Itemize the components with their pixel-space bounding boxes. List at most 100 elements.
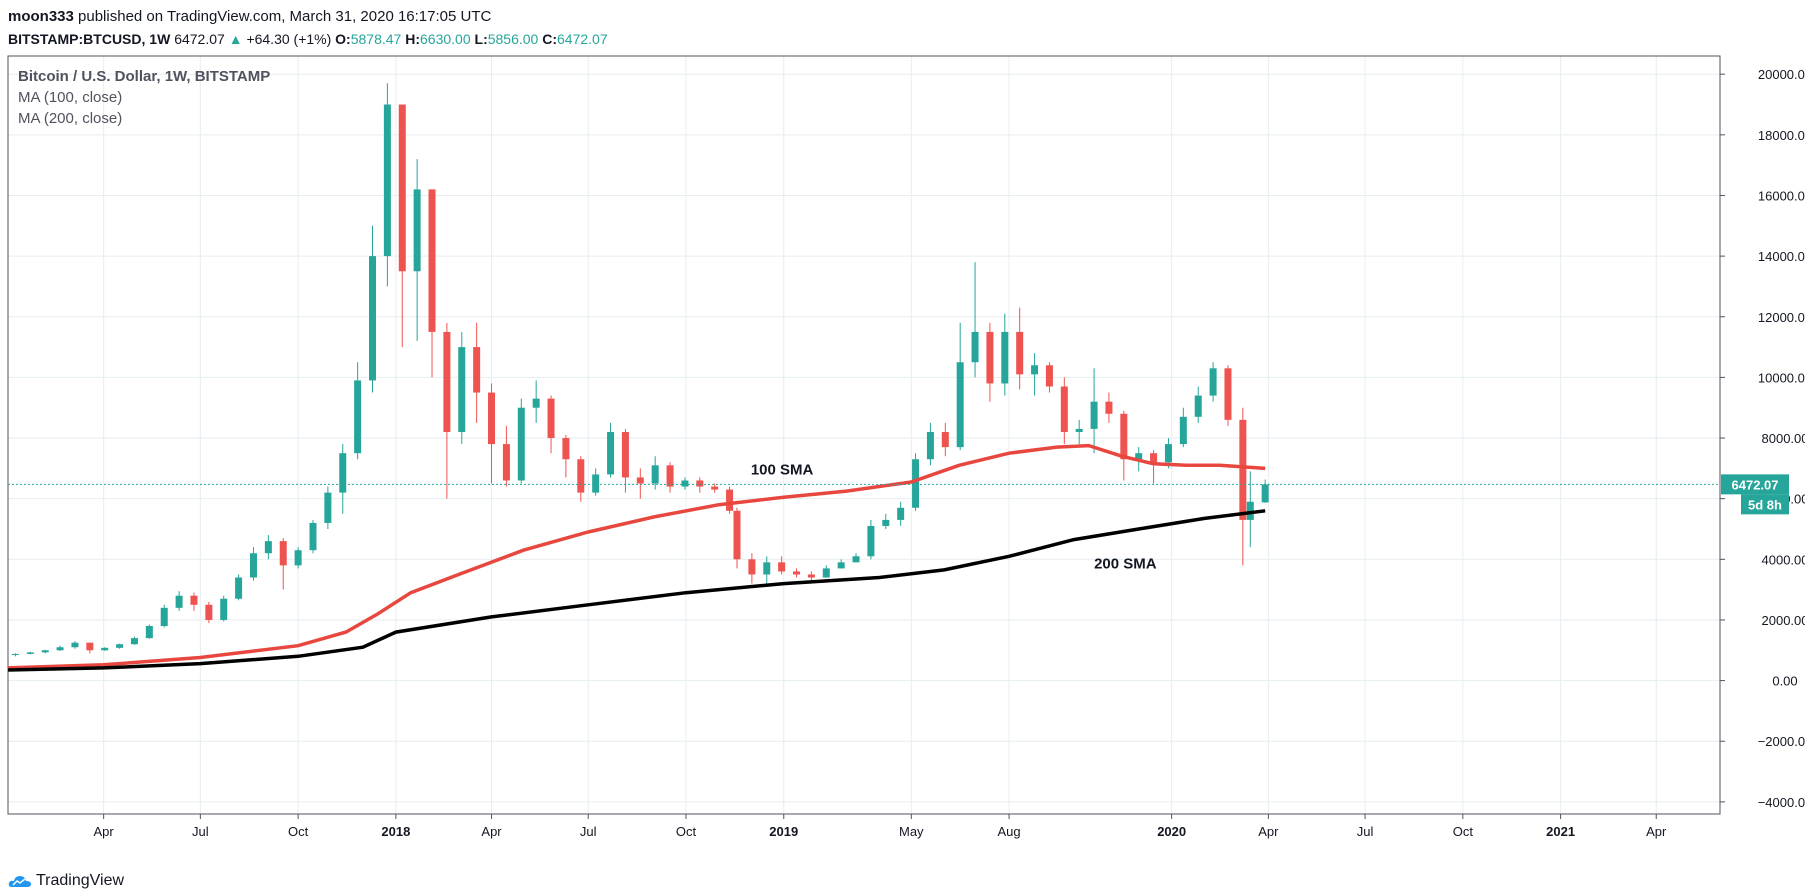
x-tick-label: Oct	[288, 824, 309, 839]
candle-down	[621, 431, 629, 478]
candle-down	[748, 559, 756, 575]
x-tick-label: Jul	[192, 824, 209, 839]
candle-down	[205, 604, 213, 620]
candle-up	[294, 550, 302, 566]
y-tick-label: 10000.00	[1758, 370, 1805, 385]
candle-down	[502, 444, 510, 481]
y-tick-label: −2000.00	[1758, 734, 1805, 749]
last-price: 6472.07	[174, 31, 225, 47]
candle-down	[726, 489, 734, 511]
candle-down	[443, 331, 451, 432]
candle-up	[1209, 368, 1217, 396]
y-tick-label: 4000.00	[1762, 552, 1805, 567]
candle-up	[592, 474, 600, 493]
y-axis: 20000.00 18000.00 16000.00 14000.00 12000.00…	[1720, 67, 1805, 810]
x-tick-label: Oct	[676, 824, 697, 839]
high-value: 6630.00	[420, 31, 471, 47]
candle-up	[681, 480, 689, 487]
open-value: 5878.47	[350, 31, 402, 47]
candle-up	[309, 522, 317, 551]
legend-title: Bitcoin / U.S. Dollar, 1W, BITSTAMP	[18, 68, 270, 85]
candle-up	[413, 189, 421, 272]
countdown-label: 5d 8h	[1748, 497, 1782, 512]
price-tag-label: 6472.07	[1732, 477, 1779, 492]
candle-down	[488, 392, 496, 445]
tradingview-logo[interactable]: TradingView	[8, 872, 124, 890]
candle-down	[547, 398, 555, 439]
candle-up	[145, 626, 153, 639]
x-tick-label: Aug	[997, 824, 1020, 839]
y-tick-label: 8000.00	[1762, 431, 1805, 446]
candle-up	[607, 431, 615, 475]
candle-down	[793, 571, 801, 575]
candle-down	[1224, 368, 1232, 420]
candle-down	[1239, 419, 1247, 520]
x-tick-label: Apr	[94, 824, 115, 839]
candles-layer	[11, 83, 1269, 657]
candle-down	[636, 477, 644, 484]
candle-up	[971, 331, 979, 363]
candle-up	[220, 598, 228, 620]
candle-up	[26, 652, 34, 654]
x-tick-label: 2018	[381, 824, 410, 839]
low-value: 5856.00	[487, 31, 539, 47]
y-tick-label: 2000.00	[1762, 613, 1805, 628]
candle-down	[279, 541, 287, 566]
candle-up	[41, 650, 49, 653]
candle-down	[190, 595, 198, 605]
candle-up	[1075, 428, 1083, 432]
y-tick-label: −4000.00	[1758, 795, 1805, 810]
x-tick-label: 2020	[1157, 824, 1186, 839]
candle-down	[941, 431, 949, 448]
candle-up	[116, 644, 124, 648]
candle-down	[696, 480, 704, 487]
low-label: L:	[474, 31, 488, 47]
annotation-label: 200 SMA	[1094, 555, 1157, 572]
x-tick-label: 2021	[1546, 824, 1575, 839]
candle-up	[882, 519, 890, 526]
publish-line: moon333 published on TradingView.com, Ma…	[8, 6, 608, 28]
candle-up	[517, 407, 525, 481]
candle-down	[666, 465, 674, 487]
close-value: 6472.07	[557, 31, 608, 47]
candle-up	[1001, 331, 1009, 384]
candle-up	[1031, 365, 1039, 375]
symbol-ohlc-line: BITSTAMP:BTCUSD, 1W 6472.07 ▲ +64.30 (+1…	[8, 28, 608, 50]
candle-down	[711, 486, 719, 490]
x-tick-label: Apr	[1646, 824, 1667, 839]
candle-up	[249, 553, 257, 578]
x-tick-label: Jul	[580, 824, 597, 839]
x-tick-label: Jul	[1357, 824, 1374, 839]
candle-down	[1045, 365, 1053, 387]
candle-up	[354, 380, 362, 454]
candle-up	[101, 647, 109, 651]
countdown-box	[1741, 494, 1789, 515]
candle-up	[369, 256, 377, 381]
author-name[interactable]: moon333	[8, 8, 74, 25]
candle-down	[986, 331, 994, 384]
candle-down	[1105, 401, 1113, 414]
tradingview-cloud-icon	[8, 876, 32, 887]
candle-up	[1090, 401, 1098, 429]
candle-up	[822, 568, 830, 578]
ma200-line	[7, 509, 1266, 672]
candle-up	[1135, 453, 1143, 460]
candle-up	[651, 465, 659, 484]
chart-grid	[8, 56, 1720, 814]
candle-up	[912, 459, 920, 508]
annotations-layer: 100 SMA 200 SMA	[751, 461, 1157, 572]
candle-up	[130, 638, 138, 645]
candle-up	[324, 492, 332, 523]
price-tag-box	[1721, 474, 1789, 495]
open-label: O:	[335, 31, 351, 47]
candle-down	[1150, 453, 1158, 463]
candle-up	[71, 642, 79, 648]
candle-down	[473, 347, 481, 393]
candle-up	[852, 556, 860, 563]
legend-ma: MA (200, close)	[18, 110, 122, 127]
chart-header: moon333 published on TradingView.com, Ma…	[8, 6, 608, 50]
candle-up	[339, 453, 347, 493]
candle-down	[86, 642, 94, 651]
candle-down	[398, 104, 406, 272]
